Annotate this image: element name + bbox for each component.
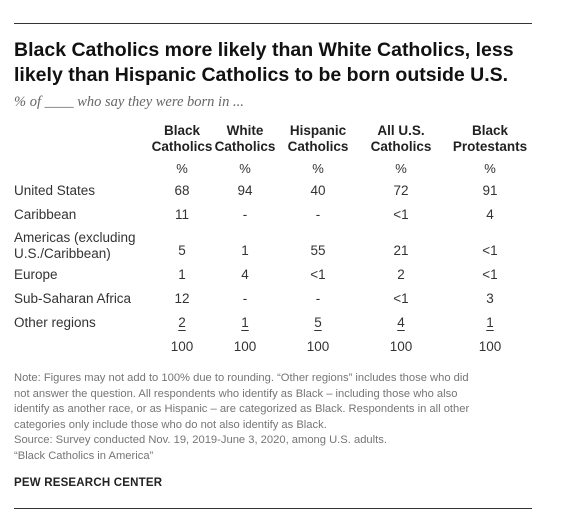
row-label: United States bbox=[14, 183, 95, 199]
pew-research-center-label: PEW RESEARCH CENTER bbox=[14, 477, 163, 489]
table-cell: 12 bbox=[174, 291, 190, 306]
chart-subtitle: % of ____ who say they were born in ... bbox=[14, 94, 244, 110]
row-label: Caribbean bbox=[14, 207, 76, 223]
note-line: Note: Figures may not add to 100% due to… bbox=[14, 372, 469, 384]
column-header: Hispanic Catholics bbox=[273, 123, 363, 155]
table-cell: <1 bbox=[310, 267, 326, 282]
table-cell: <1 bbox=[393, 207, 409, 222]
column-header: Black Catholics bbox=[137, 123, 227, 155]
column-header-line: Catholics bbox=[287, 139, 349, 154]
total-cell: 100 bbox=[233, 339, 257, 354]
row-label: Americas (excluding U.S./Caribbean) bbox=[14, 230, 136, 262]
column-header-line: Protestants bbox=[452, 139, 528, 154]
unit-label: % bbox=[239, 161, 251, 176]
table-cell: 40 bbox=[310, 183, 326, 198]
column-header-line: Catholics bbox=[214, 139, 276, 154]
column-header-line: Hispanic bbox=[289, 123, 347, 138]
column-header-line: Catholics bbox=[370, 139, 432, 154]
unit-label: % bbox=[312, 161, 324, 176]
column-header: Black Protestants bbox=[445, 123, 535, 155]
row-label-line: Europe bbox=[14, 267, 58, 282]
table-cell: 4 bbox=[486, 207, 494, 222]
table-cell: - bbox=[242, 207, 248, 222]
report-title-line: “Black Catholics in America” bbox=[14, 449, 154, 462]
row-label-line: U.S./Caribbean) bbox=[14, 246, 111, 261]
bottom-rule bbox=[14, 508, 532, 509]
table-cell: 3 bbox=[486, 291, 494, 306]
table-cell: 94 bbox=[237, 183, 253, 198]
unit-label: % bbox=[176, 161, 188, 176]
row-label-line: United States bbox=[14, 183, 96, 198]
table-cell: 72 bbox=[393, 183, 409, 198]
table-cell: 11 bbox=[174, 207, 189, 222]
row-label-line: Americas (excluding bbox=[14, 230, 136, 245]
table-cell: <1 bbox=[482, 243, 498, 258]
unit-label: % bbox=[484, 161, 496, 176]
table-cell: 4 bbox=[241, 267, 249, 282]
table-cell: <1 bbox=[482, 267, 498, 282]
column-header: All U.S. Catholics bbox=[356, 123, 446, 155]
total-cell: 100 bbox=[170, 339, 194, 354]
row-label: Other regions bbox=[14, 315, 96, 331]
table-cell: 4 bbox=[397, 315, 405, 330]
row-label-line: Other regions bbox=[14, 315, 96, 330]
table-cell: 1 bbox=[178, 267, 186, 282]
column-header-line: Black bbox=[163, 123, 201, 138]
table-cell: - bbox=[315, 207, 321, 222]
source-line: Source: Survey conducted Nov. 19, 2019-J… bbox=[14, 434, 387, 446]
table-cell: 2 bbox=[397, 267, 405, 282]
total-cell: 100 bbox=[478, 339, 502, 354]
table-cell: 1 bbox=[486, 315, 494, 330]
table-cell: 91 bbox=[482, 183, 498, 198]
row-label-line: Caribbean bbox=[14, 207, 77, 222]
table-cell: 2 bbox=[178, 315, 186, 330]
column-header: White Catholics bbox=[200, 123, 290, 155]
top-rule bbox=[14, 23, 532, 24]
notes-block: Note: Figures may not add to 100% due to… bbox=[14, 371, 542, 464]
total-cell: 100 bbox=[389, 339, 413, 354]
column-header-line: White bbox=[226, 123, 264, 138]
unit-label: % bbox=[395, 161, 407, 176]
row-label-line: Sub-Saharan Africa bbox=[14, 291, 132, 306]
column-header-line: Catholics bbox=[151, 139, 213, 154]
note-line: identify as another race, or as Hispanic… bbox=[14, 403, 470, 415]
chart-title: Black Catholics more likely than White C… bbox=[14, 39, 514, 86]
table-cell: - bbox=[315, 291, 321, 306]
note-line: not answer the question. All respondents… bbox=[14, 387, 458, 400]
column-header-line: Black bbox=[471, 123, 509, 138]
row-label: Sub-Saharan Africa bbox=[14, 291, 131, 307]
total-cell: 100 bbox=[306, 339, 330, 354]
table-cell: 1 bbox=[241, 315, 249, 330]
table-cell: 21 bbox=[393, 243, 409, 258]
table-cell: - bbox=[242, 291, 248, 306]
row-label: Europe bbox=[14, 267, 58, 283]
table-cell: 5 bbox=[178, 243, 186, 258]
table-cell: 5 bbox=[314, 315, 322, 330]
table-cell: <1 bbox=[393, 291, 409, 306]
table-cell: 55 bbox=[310, 243, 326, 258]
note-line: categories only include those who do not… bbox=[14, 418, 327, 431]
table-cell: 68 bbox=[174, 183, 190, 198]
column-header-line: All U.S. bbox=[377, 123, 425, 138]
table-cell: 1 bbox=[241, 243, 249, 258]
